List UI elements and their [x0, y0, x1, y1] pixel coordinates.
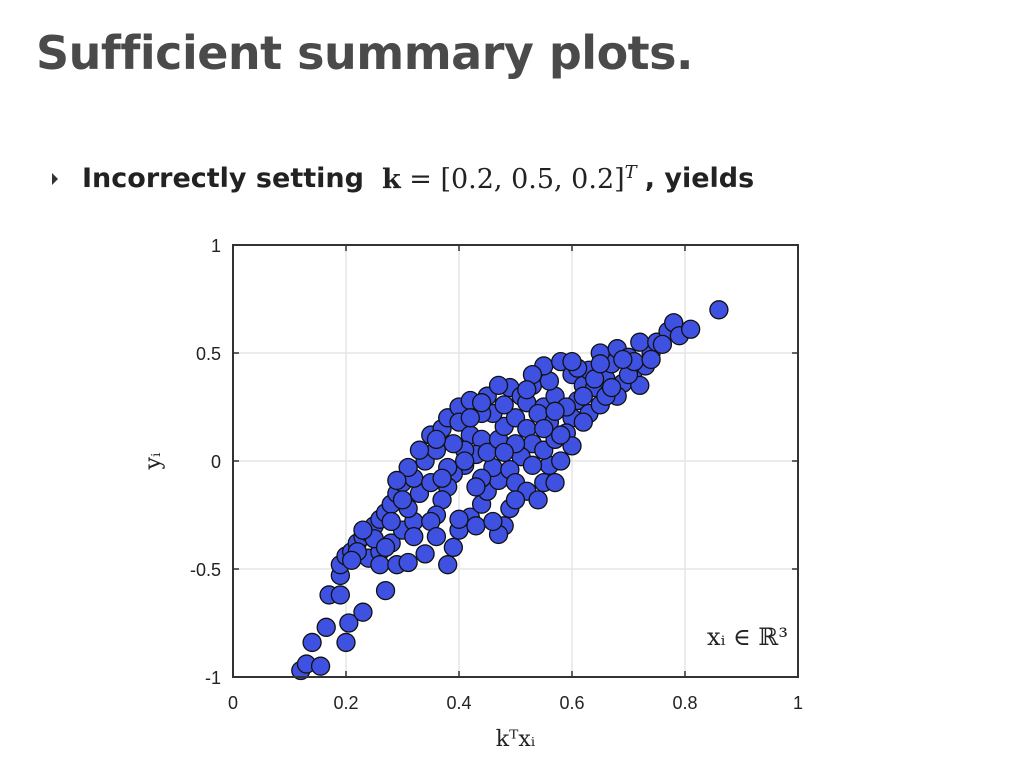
- x-tick-label: 1: [793, 693, 803, 713]
- data-point: [505, 490, 526, 510]
- y-tick-label: -1: [205, 668, 221, 688]
- x-tick-label: 0.8: [672, 693, 697, 713]
- data-point: [573, 412, 593, 432]
- data-point: [466, 516, 486, 536]
- data-point: [443, 537, 464, 558]
- bullet-suffix: , yields: [644, 162, 755, 194]
- data-point: [641, 349, 661, 370]
- data-point: [426, 429, 447, 450]
- bullet-item: Incorrectly setting k = [0.2, 0.5, 0.2]T…: [52, 158, 754, 198]
- x-tick-label: 0.4: [446, 693, 471, 713]
- data-point: [709, 300, 729, 320]
- domain-annotation: xᵢ ∈ ℝ³: [707, 623, 788, 651]
- math-vector-k: k: [381, 163, 401, 195]
- data-point: [471, 393, 492, 413]
- bullet-text: Incorrectly setting: [82, 162, 364, 194]
- data-point: [528, 490, 548, 510]
- data-point: [341, 550, 362, 571]
- data-point: [443, 434, 464, 454]
- data-point: [562, 351, 582, 372]
- math-transpose: T: [624, 161, 637, 183]
- x-tick-label: 0.6: [559, 693, 584, 713]
- data-point: [353, 602, 373, 622]
- data-point: [601, 377, 622, 398]
- data-point: [302, 632, 322, 653]
- data-point: [551, 451, 571, 471]
- slide-title: Sufficient summary plots.: [36, 26, 694, 80]
- data-point: [339, 613, 359, 633]
- bullet-triangle-icon: [52, 173, 58, 185]
- data-point: [310, 656, 331, 676]
- data-point: [438, 555, 458, 575]
- x-tick-label: 0.2: [333, 693, 358, 713]
- data-point: [375, 580, 396, 601]
- data-point: [681, 319, 701, 339]
- data-point: [522, 455, 543, 475]
- data-point: [353, 520, 373, 540]
- x-axis-label: kᵀxᵢ: [496, 727, 536, 752]
- data-point: [534, 418, 554, 439]
- data-point: [370, 555, 390, 575]
- data-points: [291, 300, 729, 681]
- data-point: [432, 468, 452, 488]
- data-point: [494, 442, 514, 463]
- data-point: [590, 354, 610, 374]
- y-tick-label: 1: [211, 236, 221, 256]
- y-tick-label: 0: [211, 452, 221, 472]
- math-equation: = [0.2, 0.5, 0.2]: [400, 163, 625, 195]
- data-point: [652, 334, 673, 355]
- data-point: [375, 537, 396, 558]
- y-tick-label: -0.5: [190, 560, 221, 580]
- data-point: [387, 470, 407, 491]
- data-point: [613, 349, 633, 370]
- data-point: [545, 401, 565, 421]
- data-point: [517, 380, 537, 400]
- data-point: [381, 511, 401, 532]
- data-point: [398, 457, 418, 478]
- data-point: [330, 585, 351, 605]
- data-point: [426, 526, 447, 547]
- data-point: [404, 526, 424, 547]
- data-point: [392, 490, 413, 510]
- y-tick-label: 0.5: [196, 344, 221, 364]
- data-point: [398, 552, 418, 573]
- ticks: 0 0.2 0.4 0.6 0.8 1 -1 -0.5 0 0.5 1: [190, 236, 803, 713]
- data-point: [454, 451, 475, 471]
- data-point: [494, 395, 514, 415]
- data-point: [488, 375, 509, 396]
- data-point: [460, 408, 480, 428]
- data-point: [449, 509, 469, 529]
- x-tick-label: 0: [228, 693, 238, 713]
- bullet-math: k = [0.2, 0.5, 0.2]T: [382, 162, 637, 195]
- data-point: [415, 544, 435, 564]
- data-point: [316, 617, 336, 637]
- data-point: [630, 332, 650, 352]
- data-point: [551, 425, 571, 445]
- data-point: [466, 477, 486, 497]
- data-point: [573, 386, 593, 406]
- data-point: [409, 440, 430, 460]
- data-point: [545, 472, 565, 493]
- y-axis-label: yᵢ: [141, 452, 166, 470]
- data-point: [336, 632, 356, 653]
- data-point: [483, 511, 503, 532]
